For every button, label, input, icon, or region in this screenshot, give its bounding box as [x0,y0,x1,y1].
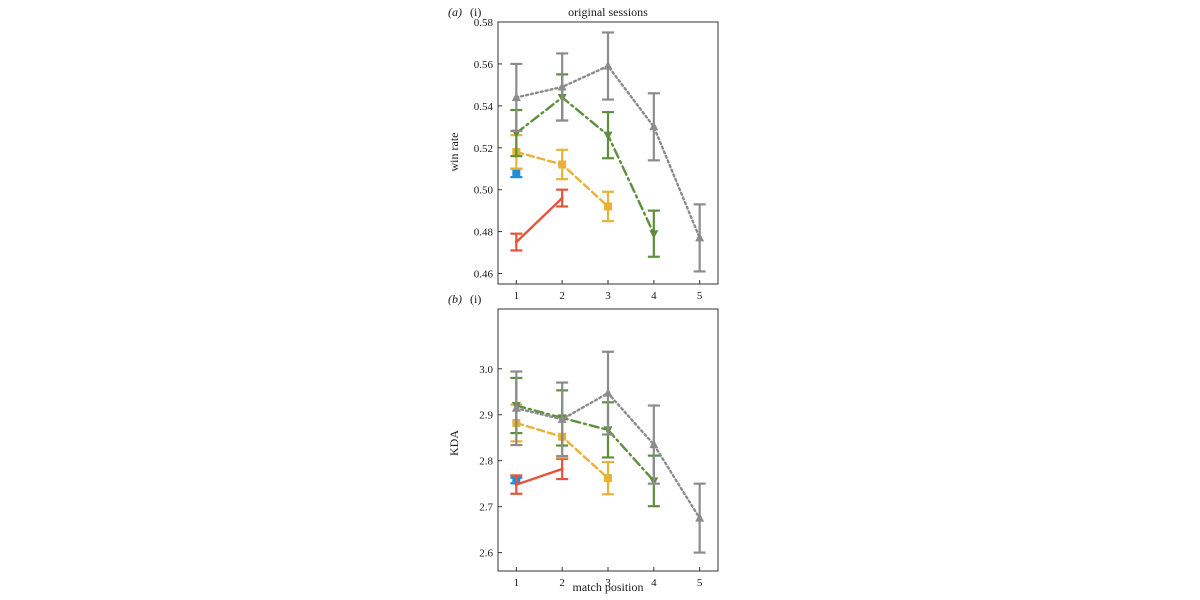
panel-a-sublabel: (i) [470,5,481,19]
panel-a-label: (a) [448,5,462,19]
panel-a-xtick-label: 1 [514,290,520,302]
panel-b-series-3 [510,376,660,508]
data-point [604,202,612,211]
panel-b-kda: (b) (i) KDA match position 2.6 2.7 2.8 2.9 3… [447,292,719,594]
data-point [560,467,564,471]
panel-a-xtick-label: 2 [559,290,565,302]
panel-b-xtick-label: 5 [697,577,703,589]
panel-b-xtick-label: 3 [605,577,611,589]
panel-b-series-4 [510,350,706,554]
panel-a-series-0 [510,167,523,179]
series-line [515,95,656,235]
data-point [649,439,659,449]
data-point [558,160,567,169]
data-point [514,483,518,487]
panel-a-ytick-label: 0.54 [474,101,494,113]
data-point [512,168,521,177]
data-point [649,230,659,239]
panel-a-xtick-label: 5 [697,290,703,302]
panel-b-xlabel: match position [573,580,644,594]
panel-b-series-1 [510,457,569,495]
panel-b-ylabel: KDA [447,430,461,456]
panel-a-ytick-label: 0.52 [474,143,493,155]
series-line [515,467,564,486]
data-point [649,121,659,131]
panel-a-series-3 [510,73,660,258]
panel-a-ytick-label: 0.50 [474,185,494,197]
data-point [511,403,521,412]
panel-a-title: original sessions [568,5,648,19]
panel-a-series-2 [510,134,614,223]
panel-b-xtick-label: 1 [514,577,520,589]
panel-a-ytick-label: 0.46 [474,269,494,281]
series-line [515,404,656,483]
data-point [557,414,567,423]
panel-b-label: (b) [448,292,462,306]
data-point [695,232,705,242]
panel-b-ytick-label: 2.6 [479,548,493,560]
panel-a-ytick-label: 0.56 [474,59,494,71]
data-point [603,131,613,141]
series-line [515,196,564,244]
data-point [603,388,613,397]
panel-a-ylabel: win rate [447,133,461,172]
panel-b-ytick-label: 2.8 [479,456,493,468]
panel-b-xtick-label: 4 [651,577,657,589]
data-point [560,196,564,200]
panel-b-sublabel: (i) [470,292,481,306]
data-point [604,474,612,483]
panel-b-ytick-label: 3.0 [479,364,493,376]
panel-a-xtick-label: 4 [651,290,657,302]
data-point [603,61,613,70]
data-point [557,81,567,91]
panel-b-ytick-label: 2.9 [479,410,493,422]
panel-a-win-rate: (a) (i) original sessions win rate 0.46 0… [447,5,719,302]
panel-a-series-4 [510,31,706,273]
data-point [695,513,705,522]
panel-b-xtick-label: 2 [559,577,565,589]
panel-b-ytick-label: 2.7 [479,502,493,514]
panel-a-series-1 [510,188,569,252]
panel-a-xtick-label: 3 [605,290,611,302]
panel-a-ytick-label: 0.48 [474,227,494,239]
panel-a-ytick-label: 0.58 [474,17,494,29]
data-point [511,92,521,101]
data-point [514,240,518,244]
